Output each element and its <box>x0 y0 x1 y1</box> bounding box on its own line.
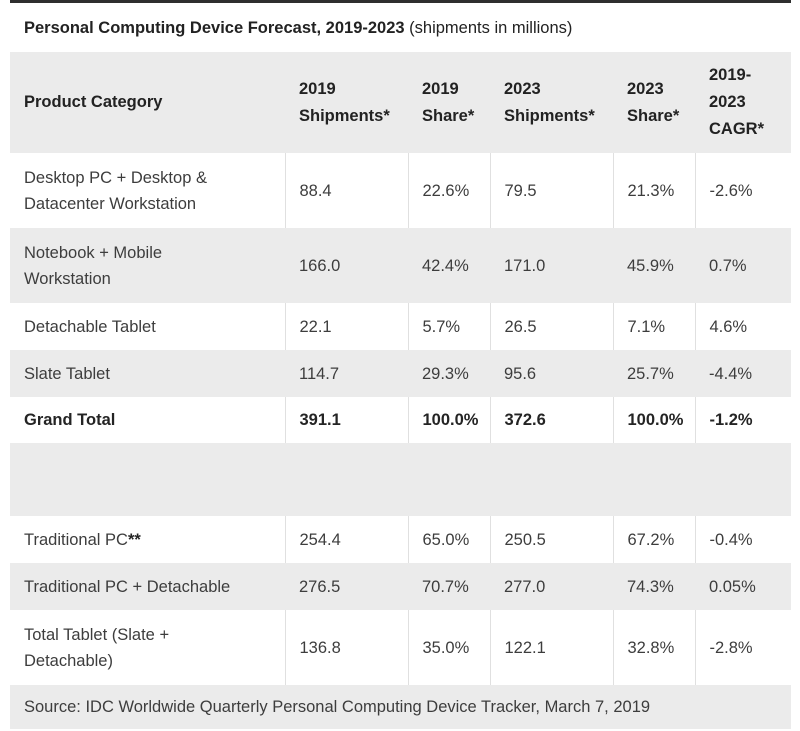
value-cell: -1.2% <box>694 397 791 443</box>
value-cell: 25.7% <box>627 364 674 383</box>
category-cell: Notebook + Mobile Workstation <box>10 228 285 303</box>
value-cell: 70.7% <box>422 577 469 596</box>
table-header: Product Category 2019 Shipments* 2019 Sh… <box>10 52 791 153</box>
value-cell: 32.8% <box>612 610 695 685</box>
column-header-product-category: Product Category <box>24 93 163 111</box>
source-note: Source: IDC Worldwide Quarterly Personal… <box>10 685 791 729</box>
value-cell: 171.0 <box>504 256 546 275</box>
value-cell: 4.6% <box>694 303 791 350</box>
category-label: Notebook + Mobile Workstation <box>24 243 163 288</box>
spacer-row <box>10 443 791 516</box>
value-cell: 250.5 <box>489 516 613 563</box>
value-cell: 22.6% <box>407 153 490 228</box>
category-cell: Grand Total <box>10 397 285 443</box>
column-header-2023-share: 2023 Share* <box>627 79 680 125</box>
value-cell: 122.1 <box>489 610 613 685</box>
category-label: Desktop PC + Desktop & Datacenter Workst… <box>24 168 207 213</box>
value-cell: -4.4% <box>709 364 753 383</box>
table-row-total-tablet: Total Tablet (Slate + Detachable) 136.8 … <box>10 610 791 685</box>
value-cell: 88.4 <box>284 153 408 228</box>
value-cell: 372.6 <box>489 397 613 443</box>
value-cell: 276.5 <box>299 577 341 596</box>
value-cell: 7.1% <box>612 303 695 350</box>
title-subtitle: (shipments in millions) <box>404 19 573 37</box>
footnote-marker: ** <box>127 530 141 549</box>
column-header-2019-shipments: 2019 Shipments* <box>299 79 390 125</box>
value-cell: 114.7 <box>299 364 340 383</box>
table-row-grand-total: Grand Total 391.1 100.0% 372.6 100.0% -1… <box>10 397 791 443</box>
category-cell: Detachable Tablet <box>10 303 285 350</box>
value-cell: 45.9% <box>627 256 674 275</box>
value-cell: 21.3% <box>612 153 695 228</box>
category-cell: Traditional PC** <box>10 516 285 563</box>
table-row-detachable-tablet: Detachable Tablet 22.1 5.7% 26.5 7.1% 4.… <box>10 303 791 350</box>
category-cell: Desktop PC + Desktop & Datacenter Workst… <box>10 153 285 228</box>
value-cell: 26.5 <box>489 303 613 350</box>
value-cell: 74.3% <box>627 577 674 596</box>
page-title: Personal Computing Device Forecast, 2019… <box>10 3 791 52</box>
category-label: Slate Tablet <box>24 364 110 383</box>
value-cell: 0.7% <box>709 256 747 275</box>
forecast-table-card: Personal Computing Device Forecast, 2019… <box>10 0 791 729</box>
category-label: Total Tablet (Slate + Detachable) <box>24 625 170 670</box>
value-cell: 0.05% <box>709 577 756 596</box>
title-main: Personal Computing Device Forecast, 2019… <box>24 19 405 37</box>
category-cell: Slate Tablet <box>10 350 285 397</box>
table-row-notebook: Notebook + Mobile Workstation 166.0 42.4… <box>10 228 791 303</box>
table-row-traditional-pc-detachable: Traditional PC + Detachable 276.5 70.7% … <box>10 563 791 610</box>
value-cell: 254.4 <box>284 516 408 563</box>
value-cell: -2.8% <box>694 610 791 685</box>
column-header-cagr: 2019- 2023 CAGR* <box>709 66 765 138</box>
category-cell: Total Tablet (Slate + Detachable) <box>10 610 285 685</box>
header-row: Product Category 2019 Shipments* 2019 Sh… <box>10 52 791 153</box>
value-cell: 22.1 <box>284 303 408 350</box>
forecast-table: Product Category 2019 Shipments* 2019 Sh… <box>10 52 791 685</box>
value-cell: 67.2% <box>612 516 695 563</box>
table-row-slate-tablet: Slate Tablet 114.7 29.3% 95.6 25.7% -4.4… <box>10 350 791 397</box>
table-row-traditional-pc: Traditional PC** 254.4 65.0% 250.5 67.2%… <box>10 516 791 563</box>
value-cell: -0.4% <box>694 516 791 563</box>
value-cell: 5.7% <box>407 303 490 350</box>
value-cell: 42.4% <box>422 256 469 275</box>
value-cell: 166.0 <box>299 256 341 275</box>
column-header-2023-shipments: 2023 Shipments* <box>504 79 595 125</box>
value-cell: 277.0 <box>504 577 546 596</box>
category-label: Grand Total <box>24 411 116 429</box>
category-cell: Traditional PC + Detachable <box>10 563 285 610</box>
value-cell: 29.3% <box>422 364 469 383</box>
value-cell: 79.5 <box>489 153 613 228</box>
value-cell: 95.6 <box>504 364 537 383</box>
value-cell: 136.8 <box>284 610 408 685</box>
table-body: Desktop PC + Desktop & Datacenter Workst… <box>10 153 791 685</box>
value-cell: 100.0% <box>612 397 695 443</box>
category-label: Traditional PC <box>24 530 128 549</box>
category-label: Traditional PC + Detachable <box>24 577 231 596</box>
value-cell: 100.0% <box>407 397 490 443</box>
value-cell: -2.6% <box>694 153 791 228</box>
value-cell: 391.1 <box>284 397 408 443</box>
table-row-desktop-pc: Desktop PC + Desktop & Datacenter Workst… <box>10 153 791 228</box>
category-label: Detachable Tablet <box>24 317 156 336</box>
spacer-cell <box>10 443 791 516</box>
value-cell: 65.0% <box>407 516 490 563</box>
value-cell: 35.0% <box>407 610 490 685</box>
column-header-2019-share: 2019 Share* <box>422 79 475 125</box>
